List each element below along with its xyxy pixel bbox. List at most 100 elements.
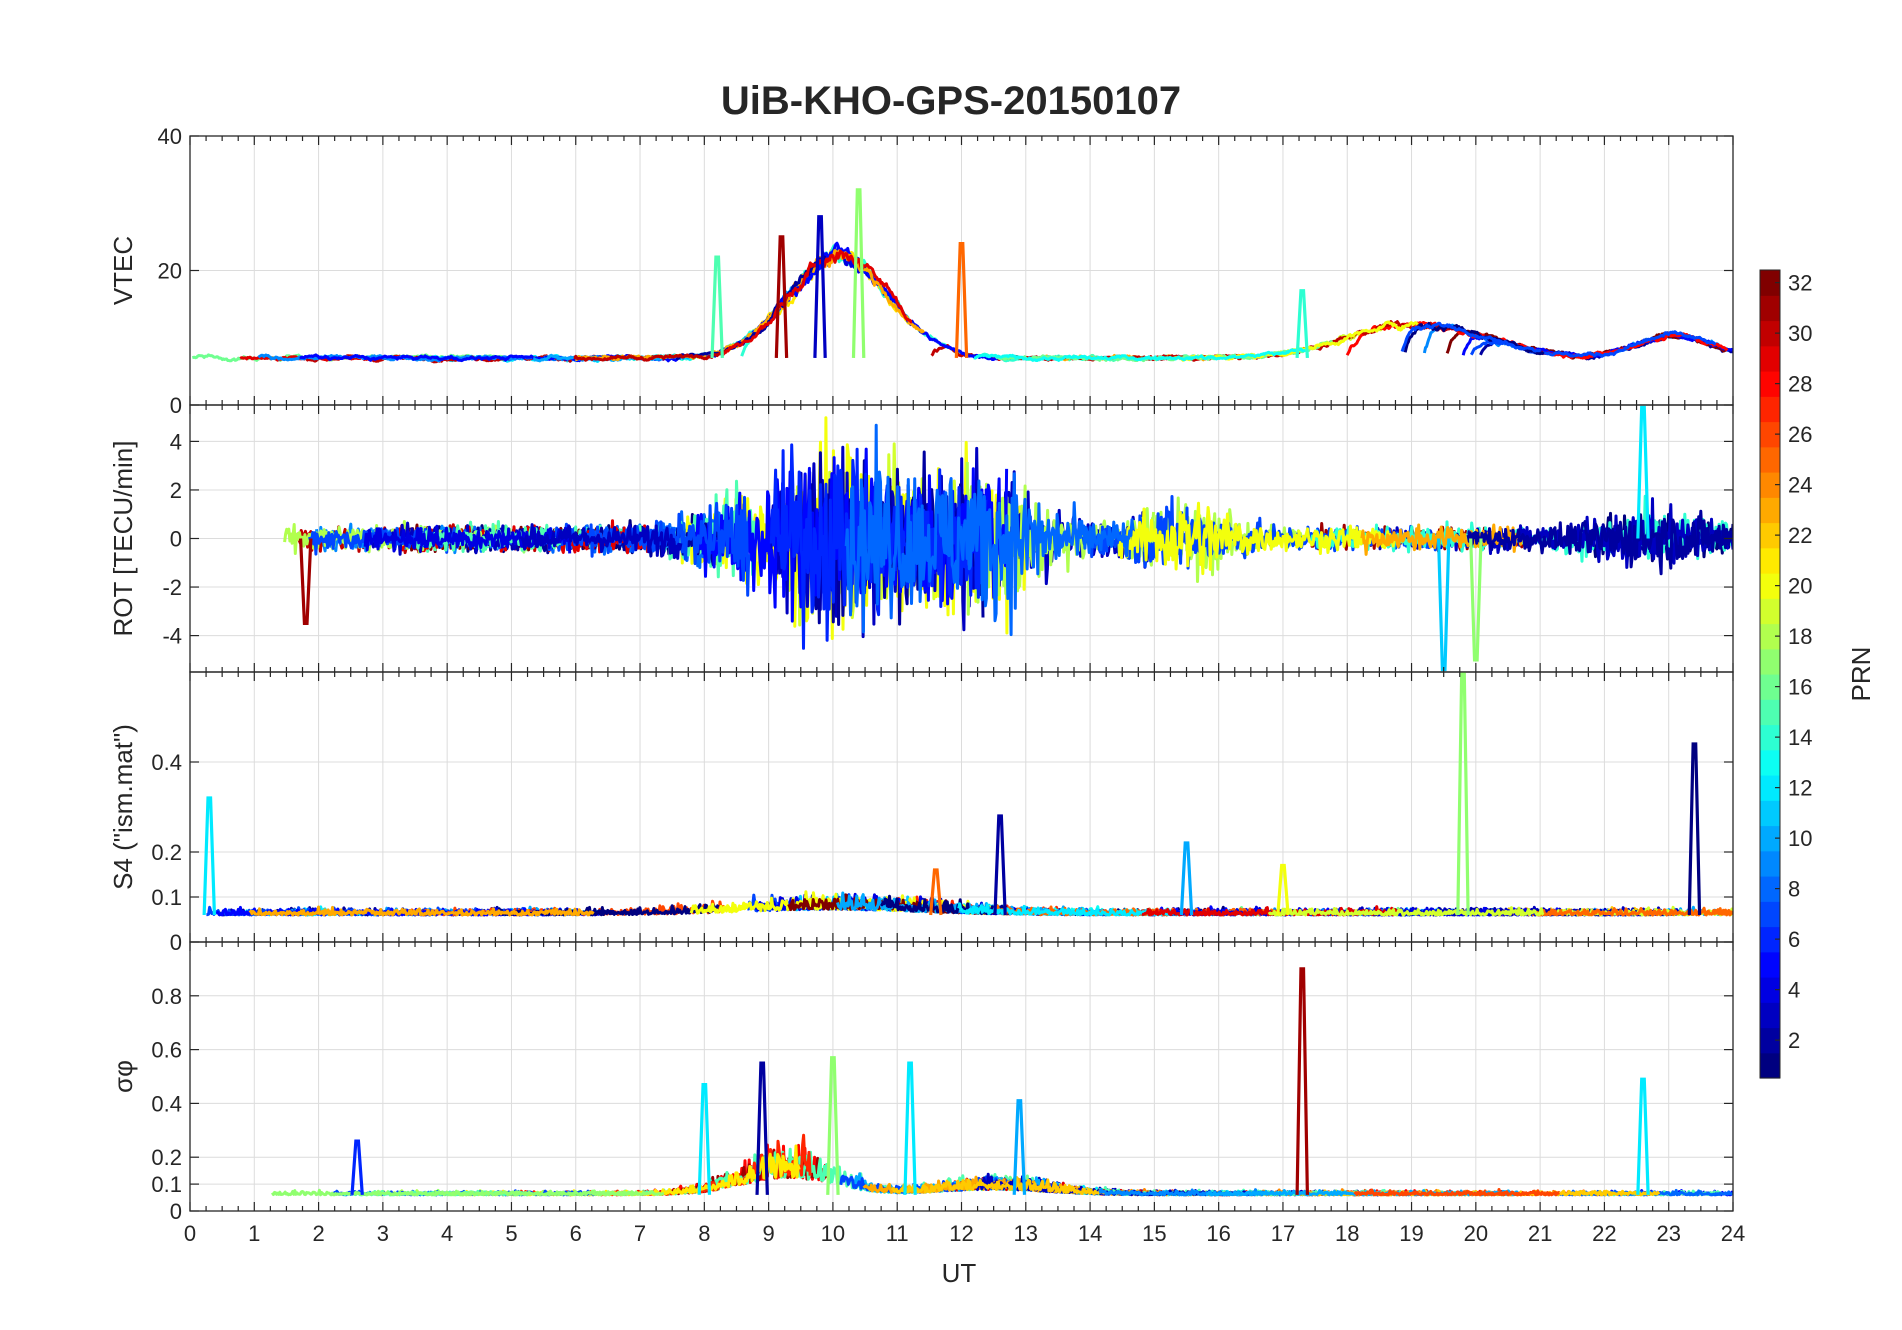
x-tick-label: 24 <box>1721 1221 1745 1246</box>
x-tick-label: 4 <box>441 1221 453 1246</box>
series-line-prn <box>519 523 683 560</box>
x-tick-label: 22 <box>1592 1221 1616 1246</box>
x-tick-label: 1 <box>248 1221 260 1246</box>
y-tick-label: 0 <box>170 393 182 418</box>
x-tick-label: 7 <box>634 1221 646 1246</box>
colorbar-segment <box>1760 850 1780 877</box>
colorbar-segment <box>1760 926 1780 953</box>
colorbar-segment <box>1760 598 1780 625</box>
series-peak <box>1012 1099 1027 1195</box>
x-tick-label: 15 <box>1142 1221 1166 1246</box>
x-tick-label: 19 <box>1399 1221 1423 1246</box>
x-tick-label: 14 <box>1078 1221 1102 1246</box>
x-tick-label: 13 <box>1014 1221 1038 1246</box>
series-peak <box>1636 405 1650 539</box>
colorbar-segment <box>1760 547 1780 574</box>
x-tick-label: 21 <box>1528 1221 1552 1246</box>
colorbar-segment <box>1760 270 1780 296</box>
series-group <box>202 672 1733 917</box>
colorbar-tick-label: 12 <box>1788 776 1812 801</box>
series-line-prn <box>890 1176 1106 1196</box>
y-tick-label: 0 <box>170 527 182 552</box>
series-peak <box>298 538 313 626</box>
panel-vtec: 0 20 40 VTEC <box>108 124 1734 418</box>
y-tick-label: -4 <box>162 624 182 649</box>
y-tick-label: 0.2 <box>151 1145 182 1170</box>
series-peak <box>929 868 943 916</box>
colorbar-segment <box>1760 901 1780 928</box>
series-peak <box>755 1061 769 1195</box>
y-tick-label: 0.6 <box>151 1038 182 1063</box>
x-tick-label: 10 <box>821 1221 845 1246</box>
colorbar-segment <box>1760 800 1780 827</box>
series-line-prn <box>573 350 727 362</box>
x-tick-label: 11 <box>886 1221 909 1246</box>
series-peak <box>903 1061 917 1195</box>
colorbar-tick-label: 8 <box>1788 877 1800 902</box>
colorbar-tick-label: 16 <box>1788 675 1812 700</box>
y-tick-label: 0 <box>170 930 182 955</box>
series-peak <box>350 1139 364 1195</box>
series-peak <box>697 1082 712 1195</box>
x-tick-label: 18 <box>1335 1221 1359 1246</box>
colorbar-segment <box>1760 573 1780 599</box>
series-peak <box>851 188 866 358</box>
x-tick-label: 23 <box>1656 1221 1680 1246</box>
colorbar-segment <box>1760 699 1780 726</box>
series-peak <box>1687 742 1702 916</box>
y-tick-label: 4 <box>170 429 182 454</box>
x-tick-label: 20 <box>1464 1221 1488 1246</box>
series-peak <box>1295 967 1309 1195</box>
y-tick-label: 0.2 <box>151 840 182 865</box>
series-line-prn <box>1466 509 1733 576</box>
series-group <box>191 188 1733 364</box>
colorbar-segment <box>1760 724 1780 751</box>
series-line-prn <box>879 894 1026 916</box>
y-axis-label: σφ <box>108 1060 138 1093</box>
colorbar-segment <box>1760 951 1780 978</box>
series-line-prn <box>271 1188 639 1197</box>
colorbar-segment <box>1760 825 1780 852</box>
series-line-prn <box>532 285 800 363</box>
series-peak <box>1295 289 1309 359</box>
colorbar-tick-label: 28 <box>1788 372 1812 397</box>
colorbar-segment <box>1760 674 1780 700</box>
y-tick-label: 0.8 <box>151 984 182 1009</box>
colorbar-tick-label: 22 <box>1788 523 1812 548</box>
colorbar-label: PRN <box>1846 647 1876 702</box>
colorbar-segment <box>1760 371 1780 397</box>
series-group <box>283 405 1733 672</box>
colorbar-segment <box>1760 472 1780 498</box>
colorbar-segment <box>1760 1002 1780 1029</box>
panel-s4: 0 0.1 0.2 0.4 S4 ("ism.mat") <box>108 671 1734 955</box>
colorbar-segment <box>1760 421 1780 448</box>
colorbar-segment <box>1760 295 1780 322</box>
series-line-prn <box>462 1144 801 1197</box>
y-tick-label: 0.1 <box>151 885 182 910</box>
series-peak <box>1456 672 1470 916</box>
series-peak <box>1636 1077 1650 1195</box>
series-peak <box>954 242 969 358</box>
series-peak <box>1276 863 1290 916</box>
x-axis-label: UT <box>942 1258 977 1288</box>
series-peak <box>1436 538 1451 672</box>
series-peak <box>202 796 217 916</box>
x-tick-label: 16 <box>1206 1221 1230 1246</box>
colorbar-segment <box>1760 977 1780 1003</box>
series-peak <box>710 255 724 358</box>
y-tick-label: 0.1 <box>151 1172 182 1197</box>
series-line-prn <box>1353 1188 1560 1197</box>
colorbar-segment <box>1760 345 1780 372</box>
x-tick-label: 9 <box>763 1221 775 1246</box>
colorbar-tick-label: 24 <box>1788 473 1812 498</box>
y-tick-label: 0.4 <box>151 750 182 775</box>
y-axis-label: VTEC <box>108 236 138 305</box>
series-peak <box>774 235 789 358</box>
colorbar-segment <box>1760 522 1780 549</box>
x-tick-label: 3 <box>377 1221 389 1246</box>
x-tick-label: 17 <box>1271 1221 1295 1246</box>
colorbar-tick-label: 30 <box>1788 321 1812 346</box>
colorbar-tick-label: 14 <box>1788 725 1812 750</box>
colorbar-segment <box>1760 1052 1780 1079</box>
